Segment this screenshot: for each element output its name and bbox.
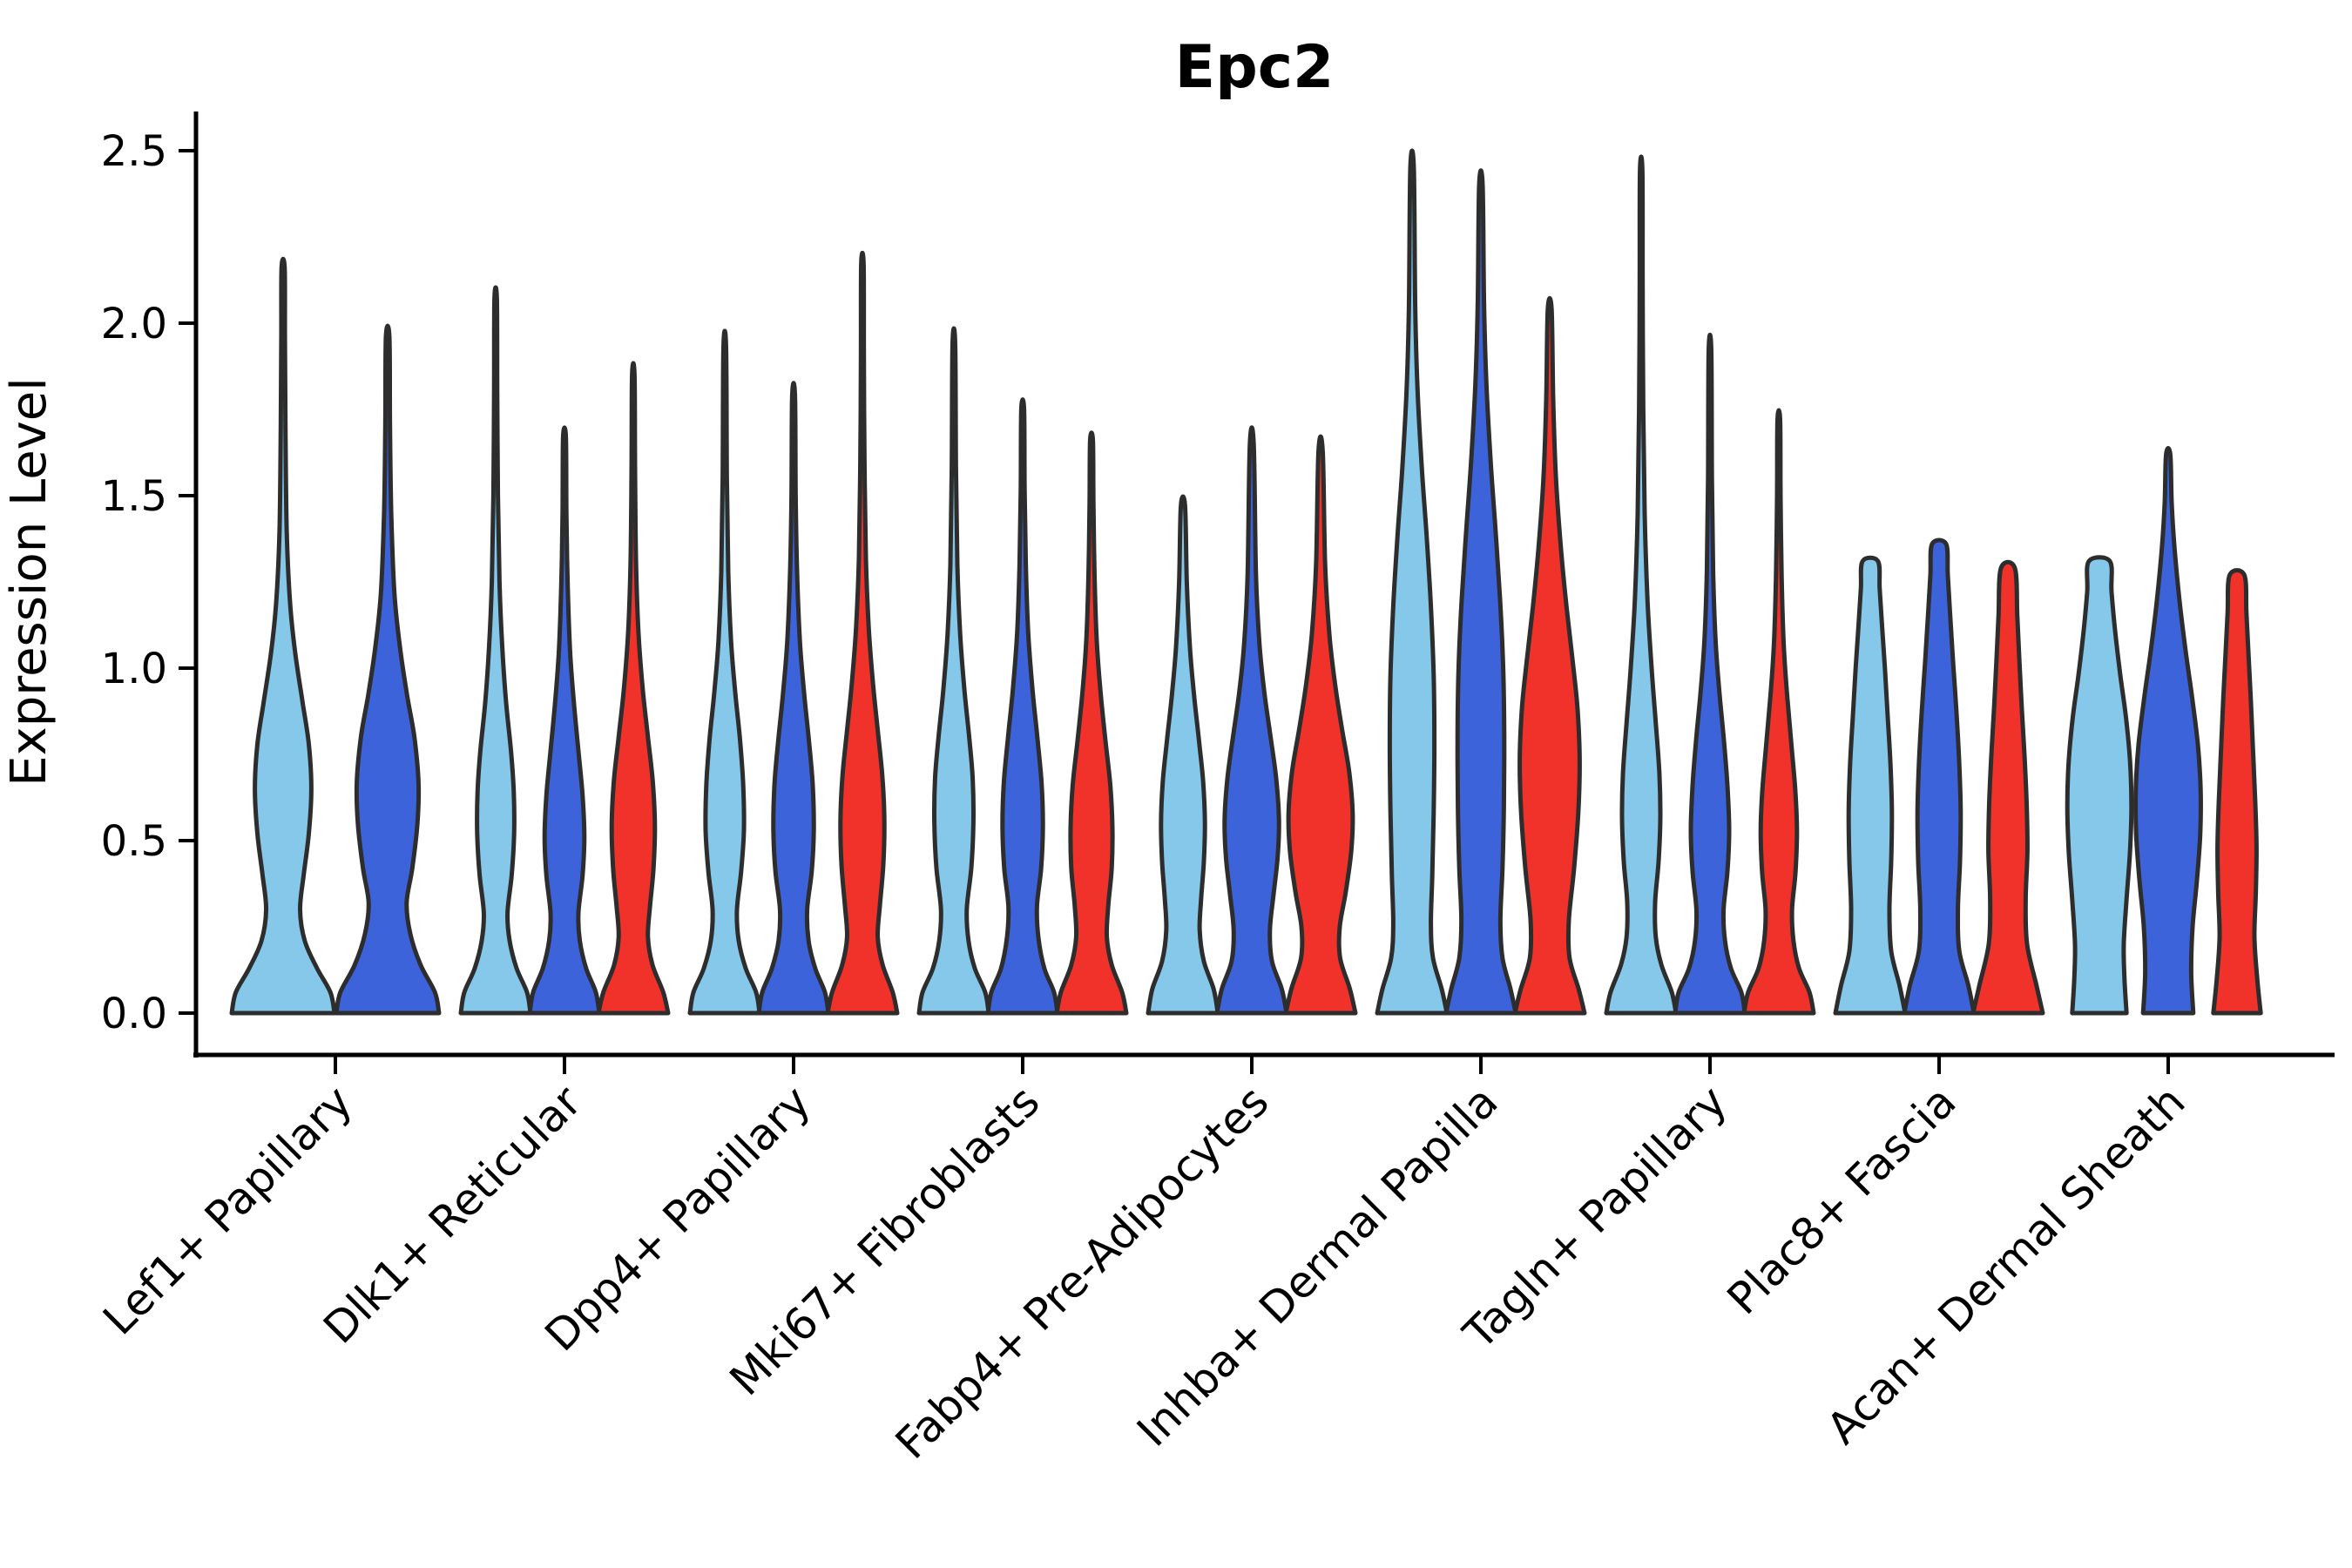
y-tick-label: 0.5 — [101, 817, 167, 866]
violin-light_blue-dpp4-papillary — [687, 328, 762, 1016]
violin-red-acan-dermal-sheath — [2211, 568, 2263, 1016]
y-tick-label: 2.0 — [101, 300, 167, 348]
x-category-label: Fabp4+ Pre-Adipocytes — [886, 1076, 1279, 1469]
violin-red-fabp4-pre-adipocytes — [1283, 434, 1358, 1016]
violin-dark_blue-mki67-fibroblasts — [985, 397, 1060, 1016]
violin-light_blue-tagln-papillary — [1604, 154, 1679, 1016]
violin-dark_blue-plac8-fascia — [1902, 537, 1977, 1016]
chart-title: Epc2 — [1175, 33, 1335, 102]
violin-light_blue-acan-dermal-sheath — [2065, 555, 2134, 1016]
y-tick-label: 1.0 — [101, 645, 167, 693]
violin-dark_blue-inhba-dermal-papilla — [1443, 168, 1518, 1016]
violin-dark_blue-lef1-papillary — [334, 323, 442, 1016]
y-tick-label: 0.0 — [101, 990, 167, 1038]
violin-dark_blue-dlk1-reticular — [527, 425, 602, 1016]
y-tick-label: 1.5 — [101, 472, 167, 521]
x-category-label: Lef1+ Papillary — [93, 1076, 362, 1344]
violin-red-dpp4-papillary — [825, 250, 900, 1016]
violin-light_blue-plac8-fascia — [1833, 555, 1908, 1016]
violin-light_blue-mki67-fibroblasts — [916, 326, 991, 1016]
violins-layer — [229, 148, 2263, 1016]
violin-light_blue-dlk1-reticular — [458, 285, 533, 1016]
violin-red-inhba-dermal-papilla — [1512, 295, 1587, 1016]
violin-dark_blue-tagln-papillary — [1673, 332, 1747, 1016]
violin-light_blue-lef1-papillary — [229, 256, 337, 1016]
violin-light_blue-inhba-dermal-papilla — [1375, 148, 1450, 1016]
violin-red-tagln-papillary — [1741, 408, 1816, 1016]
violin-light_blue-fabp4-pre-adipocytes — [1146, 494, 1220, 1016]
violin-dark_blue-fabp4-pre-adipocytes — [1214, 425, 1289, 1016]
violin-red-dlk1-reticular — [596, 361, 671, 1016]
violin-red-plac8-fascia — [1970, 559, 2045, 1016]
violin-red-mki67-fibroblasts — [1054, 430, 1129, 1016]
violin-dark_blue-acan-dermal-sheath — [2133, 446, 2203, 1016]
y-axis-title: Expression Level — [1, 377, 57, 787]
x-category-label: Plac8+ Fascia — [1718, 1076, 1966, 1324]
y-tick-label: 2.5 — [101, 127, 167, 176]
violin-dark_blue-dpp4-papillary — [756, 381, 831, 1016]
